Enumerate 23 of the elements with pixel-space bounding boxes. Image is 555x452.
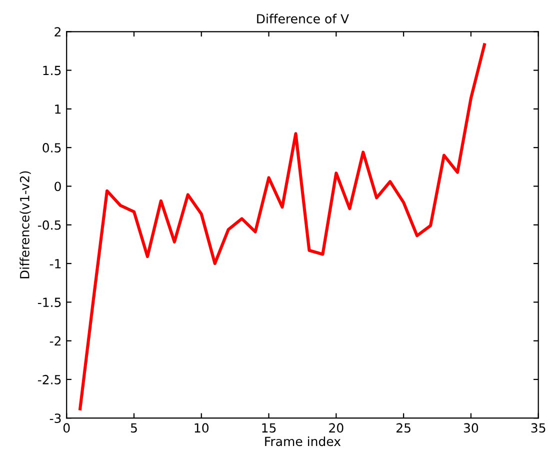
y-tick-label: -1	[50, 259, 61, 268]
x-tick-label: 15	[262, 423, 276, 433]
x-axis-title: Frame index	[265, 436, 341, 446]
x-tick-label: 5	[130, 423, 137, 433]
y-axis-title: Difference(v1-v2)	[20, 171, 31, 278]
y-tick-label: 2	[54, 27, 60, 36]
x-tick-label: 35	[531, 423, 546, 433]
y-tick-label: -3	[50, 414, 61, 424]
x-tick-label: 10	[194, 423, 209, 433]
line-series	[78, 43, 486, 410]
y-tick-label: -2	[50, 336, 60, 346]
y-tick-label: 1	[55, 104, 61, 114]
x-tick-label: 25	[396, 423, 410, 433]
x-tick-label: 0	[63, 423, 70, 433]
y-tick-label: 1.5	[43, 66, 61, 76]
x-tick-label: 30	[464, 423, 478, 433]
y-tick-label: -1.5	[38, 298, 61, 308]
y-tick-label: 0.5	[42, 143, 61, 153]
x-tick-label: 20	[329, 423, 344, 433]
chart-title: Difference of V	[257, 14, 349, 24]
y-tick-label: 0	[54, 182, 61, 192]
y-tick-label: -0.5	[38, 220, 61, 230]
y-tick-label: -2.5	[38, 374, 61, 384]
